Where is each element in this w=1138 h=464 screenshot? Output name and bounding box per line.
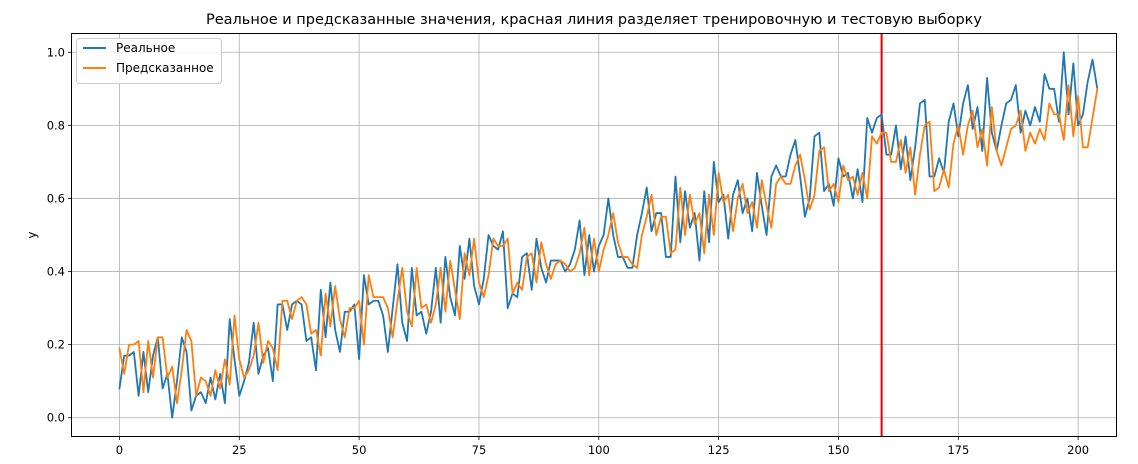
x-tick-label: 125	[708, 443, 730, 457]
x-tick-label: 175	[947, 443, 969, 457]
legend-box	[76, 38, 222, 84]
series-layer	[118, 51, 1099, 419]
y-tick-label: 0.8	[47, 118, 65, 132]
x-tick-label: 100	[588, 443, 610, 457]
y-tick-label: 0.4	[47, 265, 65, 279]
x-tick-label: 25	[232, 443, 247, 457]
x-tick-label: 200	[1067, 443, 1089, 457]
y-tick-label: 0.6	[47, 191, 65, 205]
y-tick-label: 1.0	[47, 45, 65, 59]
x-axis: 0 25 50 75 100 125 150 175 200	[116, 436, 1089, 457]
plot-frame	[71, 33, 1117, 437]
y-tick-label: 0.2	[47, 338, 65, 352]
legend: Реальное Предсказанное	[76, 38, 222, 84]
legend-label-real: Реальное	[116, 41, 175, 55]
y-axis-label: y	[25, 231, 39, 238]
y-tick-label: 0.0	[47, 411, 65, 425]
chart-title: Реальное и предсказанные значения, красн…	[206, 12, 982, 28]
x-tick-label: 0	[116, 443, 123, 457]
x-tick-label: 150	[827, 443, 849, 457]
y-axis: 0.0 0.2 0.4 0.6 0.8 1.0	[47, 45, 72, 425]
x-tick-label: 50	[352, 443, 367, 457]
x-tick-label: 75	[472, 443, 487, 457]
series-line-predicted	[118, 84, 1099, 405]
legend-label-predicted: Предсказанное	[116, 61, 214, 75]
